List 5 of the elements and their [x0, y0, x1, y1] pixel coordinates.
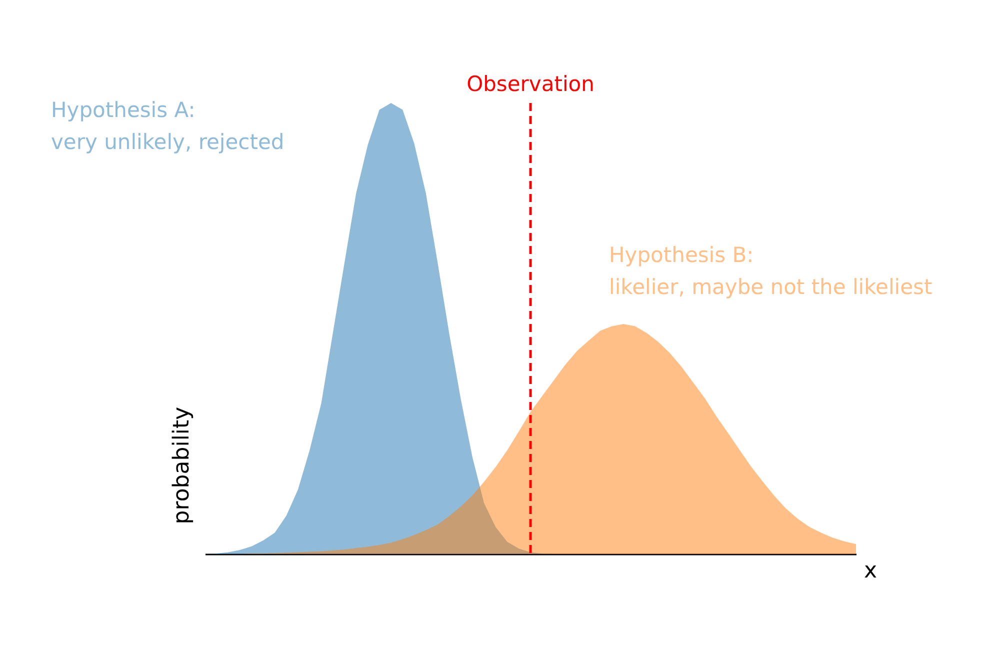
text: Observation: [466, 72, 594, 96]
y-axis-title: probability: [170, 406, 194, 524]
series-label: Hypothesis B: likelier, maybe not the likeliest: [609, 243, 932, 299]
text: Hypothesis A: very unlikely, rejected: [51, 98, 284, 154]
x-axis-title: x: [864, 558, 878, 584]
